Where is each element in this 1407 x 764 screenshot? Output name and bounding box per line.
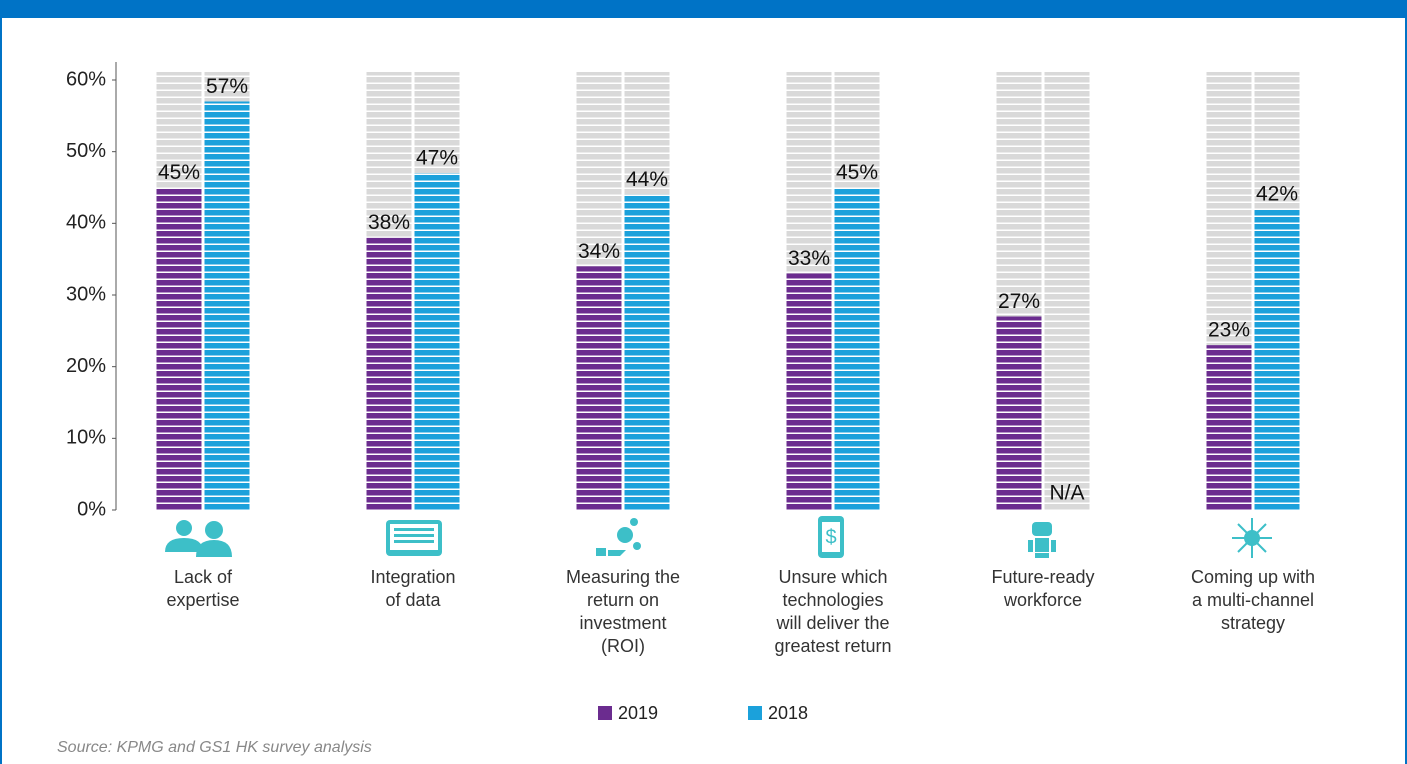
icon-phone: $	[818, 516, 844, 558]
data-label: 45%	[836, 161, 878, 184]
x-tick-label: Integration of data	[370, 567, 455, 610]
y-tick-label: 50%	[66, 140, 106, 162]
icon-network	[1232, 518, 1272, 558]
bar-stripes	[1254, 209, 1300, 510]
data-label: N/A	[1049, 482, 1084, 505]
data-label: 47%	[416, 147, 458, 170]
icons: $	[165, 516, 1272, 558]
y-tick-label: 20%	[66, 355, 106, 377]
top-banner	[0, 0, 1407, 18]
icon-data	[386, 520, 442, 556]
data-label: 27%	[998, 290, 1040, 313]
data-label: 57%	[206, 75, 248, 98]
x-tick-label: Coming up with a multi-channel strategy	[1191, 567, 1315, 633]
x-tick-label: Lack of expertise	[166, 567, 239, 610]
y-tick-label: 40%	[66, 212, 106, 234]
legend-label: 2019	[618, 703, 658, 723]
bar-stripes	[834, 187, 880, 510]
bar-stripes	[1206, 345, 1252, 510]
y-tick-label: 60%	[66, 68, 106, 90]
legend-swatch	[748, 706, 762, 720]
right-border	[1405, 18, 1407, 764]
y-tick-label: 0%	[77, 498, 106, 520]
source: Source: KPMG and GS1 HK survey analysis	[57, 739, 372, 756]
bar-stripes	[156, 187, 202, 510]
bar-stripes	[204, 101, 250, 510]
y-tick-label: 30%	[66, 283, 106, 305]
x-tick-label: Measuring the return on investment (ROI)	[566, 567, 680, 656]
data-label: 45%	[158, 161, 200, 184]
bar-background-stripes	[1044, 72, 1090, 510]
x-tick-label: Future-ready workforce	[991, 567, 1094, 610]
data-label: 42%	[1256, 183, 1298, 206]
left-border	[0, 18, 2, 764]
data-label: 23%	[1208, 319, 1250, 342]
icon-roi	[596, 518, 641, 556]
bar-stripes	[786, 273, 832, 510]
bar-stripes	[576, 266, 622, 510]
data-label: 38%	[368, 211, 410, 234]
legend-swatch	[598, 706, 612, 720]
icon-robot	[1028, 522, 1056, 558]
bar-stripes	[624, 194, 670, 510]
legend-label: 2018	[768, 703, 808, 723]
icon-people	[165, 520, 232, 557]
bar-stripes	[366, 237, 412, 510]
bar-stripes	[996, 316, 1042, 510]
data-label: 33%	[788, 247, 830, 270]
data-label: 44%	[626, 168, 668, 191]
x-tick-label: Unsure which technologies will deliver the…	[774, 567, 891, 656]
data-label: 34%	[578, 240, 620, 263]
icon-glyph: $	[825, 526, 836, 548]
bar-stripes	[414, 173, 460, 510]
y-tick-label: 10%	[66, 427, 106, 449]
